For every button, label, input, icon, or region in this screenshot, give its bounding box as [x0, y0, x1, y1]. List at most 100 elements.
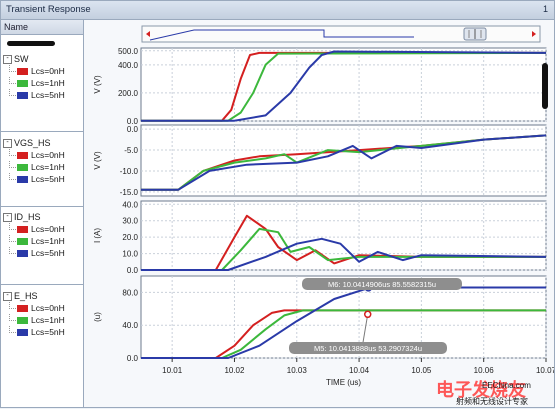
signal-panel: Name - SW Lcs=0nH Lcs=1nH Lcs=5nH - VGS_HS Lcs=… — [1, 20, 84, 407]
color-swatch-icon — [17, 317, 28, 325]
signal-item-label: Lcs=0nH — [31, 150, 65, 160]
signal-item[interactable]: Lcs=0nH — [3, 223, 83, 235]
color-swatch-icon — [17, 226, 28, 234]
color-swatch-icon — [17, 238, 28, 246]
y-tick-label: 400.0 — [118, 61, 139, 70]
color-swatch-icon — [17, 305, 28, 313]
group-divider — [1, 206, 83, 207]
signal-item[interactable]: Lcs=1nH — [3, 161, 83, 173]
y-tick-label: 0.0 — [127, 354, 139, 363]
plot-panel-frame[interactable] — [140, 124, 547, 197]
window-title: Transient Response — [6, 4, 91, 15]
marker-m6-box[interactable] — [302, 278, 462, 290]
series-line-lcs-5nh — [141, 134, 547, 191]
signal-item-label: Lcs=0nH — [31, 224, 65, 234]
redaction-bar — [542, 63, 548, 109]
signal-item-label: Lcs=0nH — [31, 66, 65, 76]
x-tick-label: 10.04 — [349, 366, 370, 375]
signal-item-label: Lcs=5nH — [31, 327, 65, 337]
signal-item-label: Lcs=5nH — [31, 90, 65, 100]
collapse-icon[interactable]: - — [3, 139, 12, 149]
series-line-lcs-5nh — [141, 50, 547, 122]
y-axis-label: I (A) — [93, 228, 102, 243]
tree-connector — [9, 161, 16, 168]
color-swatch-icon — [17, 250, 28, 258]
y-tick-label: 40.0 — [122, 200, 138, 209]
collapse-icon[interactable]: - — [3, 213, 12, 223]
group-label: SW — [14, 54, 29, 64]
tree-connector — [9, 314, 16, 321]
tree-connector — [9, 235, 16, 242]
color-swatch-icon — [17, 329, 28, 337]
tree-connector — [9, 77, 16, 84]
color-swatch-icon — [17, 152, 28, 160]
signal-item[interactable]: Lcs=0nH — [3, 302, 83, 314]
signal-group-name[interactable]: - SW — [3, 53, 83, 65]
watermark-tagline: 射频和无线设计专家 — [456, 396, 528, 406]
plot-panel-frame[interactable] — [140, 47, 547, 122]
plot-area[interactable]: 500.0 400.0 200.0 0.0 V (V) 0.0 -5.0 -10.0 -15.0… — [84, 20, 555, 407]
signal-item[interactable]: Lcs=1nH — [3, 235, 83, 247]
color-swatch-icon — [17, 92, 28, 100]
marker-m6-label: M6: 10.0414906us 85.5582315u — [328, 280, 436, 289]
tree-connector — [9, 173, 16, 180]
signal-group-name[interactable]: - ID_HS — [3, 211, 83, 223]
signal-item[interactable]: Lcs=5nH — [3, 247, 83, 259]
signal-group-sw[interactable]: - SW Lcs=0nH Lcs=1nH Lcs=5nH — [3, 53, 83, 101]
y-tick-label: 0.0 — [127, 117, 139, 126]
tree-connector — [9, 65, 16, 72]
y-tick-label: -5.0 — [124, 146, 138, 155]
series-line-lcs-1nh — [141, 227, 546, 271]
signal-item[interactable]: Lcs=0nH — [3, 149, 83, 161]
overview-trace — [149, 29, 414, 41]
scroll-left-icon[interactable] — [146, 31, 150, 37]
x-axis-label: TIME (us) — [326, 378, 361, 387]
y-tick-label: 200.0 — [118, 89, 139, 98]
signal-group-id-hs[interactable]: - ID_HS Lcs=0nH Lcs=1nH Lcs=5nH — [3, 211, 83, 259]
panel-header: Name — [1, 20, 83, 35]
y-tick-label: -15.0 — [120, 188, 139, 197]
plot-svg[interactable]: 500.0 400.0 200.0 0.0 V (V) 0.0 -5.0 -10.0 -15.0… — [84, 20, 555, 407]
signal-item[interactable]: Lcs=5nH — [3, 89, 83, 101]
signal-item-label: Lcs=0nH — [31, 303, 65, 313]
signal-item[interactable]: Lcs=5nH — [3, 173, 83, 185]
collapse-icon[interactable]: - — [3, 292, 12, 302]
color-swatch-icon — [17, 68, 28, 76]
signal-item-label: Lcs=1nH — [31, 78, 65, 88]
signal-item-label: Lcs=1nH — [31, 162, 65, 172]
x-tick-label: 10.05 — [411, 366, 432, 375]
signal-item-label: Lcs=5nH — [31, 248, 65, 258]
y-axis-label: (u) — [93, 312, 102, 322]
signal-item-label: Lcs=1nH — [31, 236, 65, 246]
color-swatch-icon — [17, 164, 28, 172]
color-swatch-icon — [17, 80, 28, 88]
y-tick-label: 80.0 — [122, 288, 138, 297]
marker-m5-leader — [362, 314, 369, 345]
signal-group-vgs-hs[interactable]: - VGS_HS Lcs=0nH Lcs=1nH Lcs=5nH — [3, 137, 83, 185]
y-axis-label: V (V) — [93, 151, 102, 170]
x-tick-label: 10.07 — [536, 366, 554, 375]
signal-group-name[interactable]: - VGS_HS — [3, 137, 83, 149]
panel-header-label: Name — [4, 22, 29, 32]
series-line-lcs-5nh — [141, 237, 547, 271]
signal-group-name[interactable]: - E_HS — [3, 290, 83, 302]
title-bar: Transient Response 1 — [1, 1, 554, 20]
redaction-bar — [7, 41, 55, 46]
y-tick-label: 20.0 — [122, 233, 138, 242]
y-tick-label: 30.0 — [122, 217, 138, 226]
group-divider — [1, 131, 83, 132]
collapse-icon[interactable]: - — [3, 55, 12, 65]
signal-group-e-hs[interactable]: - E_HS Lcs=0nH Lcs=1nH Lcs=5nH — [3, 290, 83, 338]
signal-item[interactable]: Lcs=0nH — [3, 65, 83, 77]
scroll-right-icon[interactable] — [532, 31, 536, 37]
marker-m5-point[interactable] — [363, 310, 372, 319]
y-tick-label: 0.0 — [127, 125, 139, 134]
marker-m5-box[interactable] — [289, 342, 447, 354]
tree-connector — [9, 223, 16, 230]
signal-item[interactable]: Lcs=1nH — [3, 314, 83, 326]
signal-item[interactable]: Lcs=5nH — [3, 326, 83, 338]
signal-item[interactable]: Lcs=1nH — [3, 77, 83, 89]
x-tick-label: 10.06 — [474, 366, 495, 375]
x-tick-label: 10.03 — [287, 366, 308, 375]
